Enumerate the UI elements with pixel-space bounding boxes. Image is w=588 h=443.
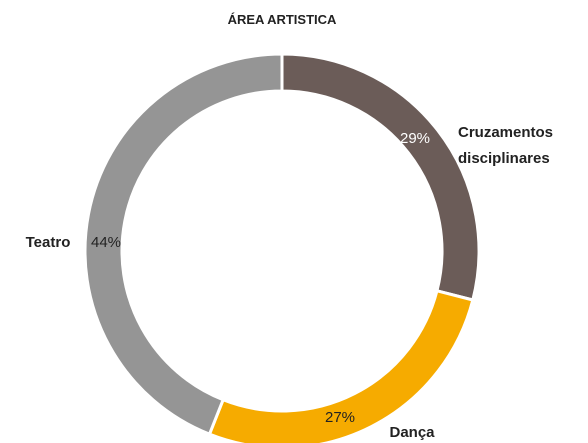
chart-title: ÁREA ARTISTICA [228,12,337,27]
donut-segment [83,52,284,437]
category-label: Teatro [25,234,71,251]
value-label: 27% [325,409,355,426]
donut-segment [280,52,481,302]
value-label: 29% [400,130,430,147]
category-label: Cruzamentos disciplinares [458,124,554,167]
category-label: Dança [389,424,435,441]
value-label: 44% [91,234,121,251]
